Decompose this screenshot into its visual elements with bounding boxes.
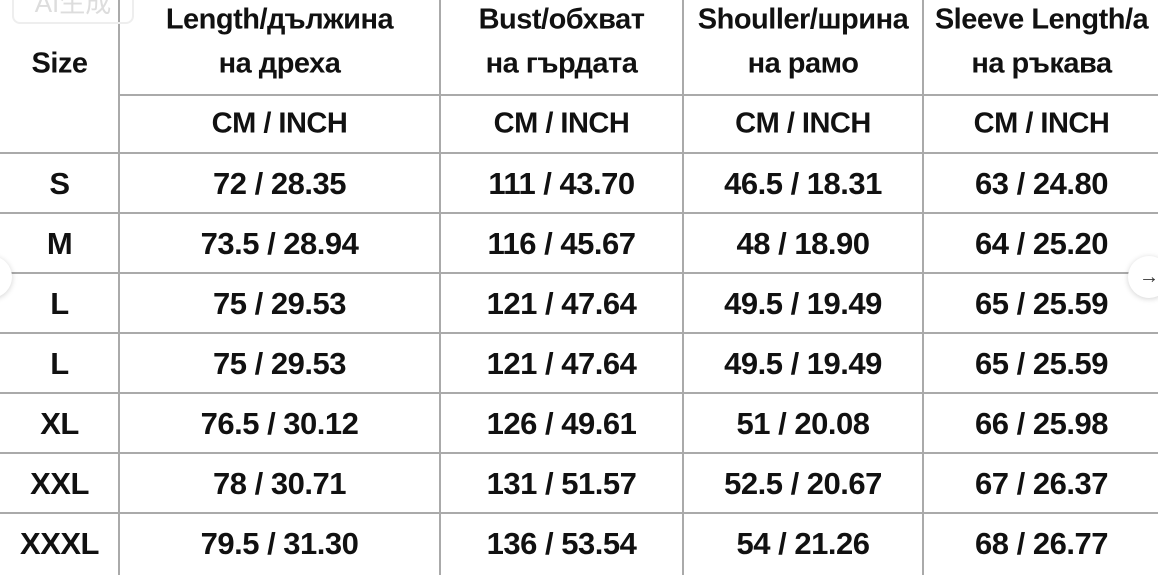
measurement-cell: 111 / 43.70 — [488, 166, 635, 201]
measurement-cell: 66 / 25.98 — [975, 406, 1108, 441]
unit-label: CM / INCH — [973, 107, 1110, 140]
ai-generated-badge: AI生成 — [12, 0, 134, 24]
arrow-left-icon: ← — [0, 266, 1, 288]
size-label: L — [50, 346, 69, 381]
size-label: XXXL — [20, 526, 99, 561]
measurement-cell: 72 / 28.35 — [213, 166, 346, 201]
unit-label: CM / INCH — [493, 107, 630, 140]
column-header-sub: на дреха — [218, 47, 341, 80]
row-divider — [0, 332, 1158, 334]
next-image-button[interactable]: → — [1128, 256, 1158, 298]
column-header-sub: на рамо — [747, 47, 859, 80]
measurement-cell: 68 / 26.77 — [975, 526, 1108, 561]
measurement-cell: 116 / 45.67 — [487, 226, 636, 261]
measurement-cell: 67 / 26.37 — [975, 466, 1108, 501]
measurement-cell: 126 / 49.61 — [486, 406, 637, 441]
measurement-cell: 46.5 / 18.31 — [724, 166, 882, 201]
arrow-right-icon: → — [1139, 266, 1158, 288]
measurement-cell: 79.5 / 31.30 — [200, 526, 359, 561]
size-label: XL — [40, 406, 79, 441]
prev-image-button[interactable]: ← — [0, 256, 12, 298]
column-divider — [922, 0, 924, 575]
column-header: Bust/обхват — [478, 3, 645, 36]
row-divider — [0, 212, 1158, 214]
row-divider — [0, 272, 1158, 274]
size-label: S — [49, 166, 70, 201]
measurement-cell: 52.5 / 20.67 — [724, 466, 882, 501]
column-divider — [439, 0, 441, 575]
measurement-cell: 121 / 47.64 — [486, 286, 637, 321]
column-header: Shouller/шрина — [697, 3, 909, 36]
size-label: XXL — [30, 466, 89, 501]
column-divider — [118, 0, 120, 575]
column-header: Length/дължина — [165, 3, 394, 36]
size-label: M — [46, 226, 73, 261]
measurement-cell: 51 / 20.08 — [736, 406, 870, 441]
row-divider — [0, 152, 1158, 154]
measurement-cell: 63 / 24.80 — [975, 166, 1108, 201]
column-header-sub: на ръкава — [971, 47, 1112, 80]
measurement-cell: 78 / 30.71 — [213, 466, 346, 501]
measurement-cell: 49.5 / 19.49 — [724, 346, 882, 381]
column-header-sub: на гърдата — [485, 47, 638, 80]
measurement-cell: 76.5 / 30.12 — [200, 406, 359, 441]
measurement-cell: 64 / 25.20 — [975, 226, 1108, 261]
measurement-cell: 136 / 53.54 — [486, 526, 637, 561]
measurement-cell: 65 / 25.59 — [975, 346, 1108, 381]
row-divider — [0, 512, 1158, 514]
size-label: L — [50, 286, 69, 321]
measurement-cell: 121 / 47.64 — [486, 346, 637, 381]
unit-label: CM / INCH — [211, 107, 348, 140]
measurement-cell: 75 / 29.53 — [213, 346, 346, 381]
column-header: Sleeve Length/a — [934, 3, 1149, 36]
measurement-cell: 131 / 51.57 — [486, 466, 637, 501]
column-divider — [682, 0, 684, 575]
measurement-cell: 48 / 18.90 — [736, 226, 870, 261]
measurement-cell: 73.5 / 28.94 — [200, 226, 359, 261]
measurement-cell: 75 / 29.53 — [213, 286, 346, 321]
row-divider — [119, 94, 1158, 96]
row-divider — [0, 452, 1158, 454]
size-header: Size — [31, 47, 88, 80]
unit-label: CM / INCH — [735, 107, 871, 140]
measurement-cell: 54 / 21.26 — [736, 526, 870, 561]
row-divider — [0, 392, 1158, 394]
measurement-cell: 65 / 25.59 — [975, 286, 1108, 321]
measurement-cell: 49.5 / 19.49 — [724, 286, 882, 321]
